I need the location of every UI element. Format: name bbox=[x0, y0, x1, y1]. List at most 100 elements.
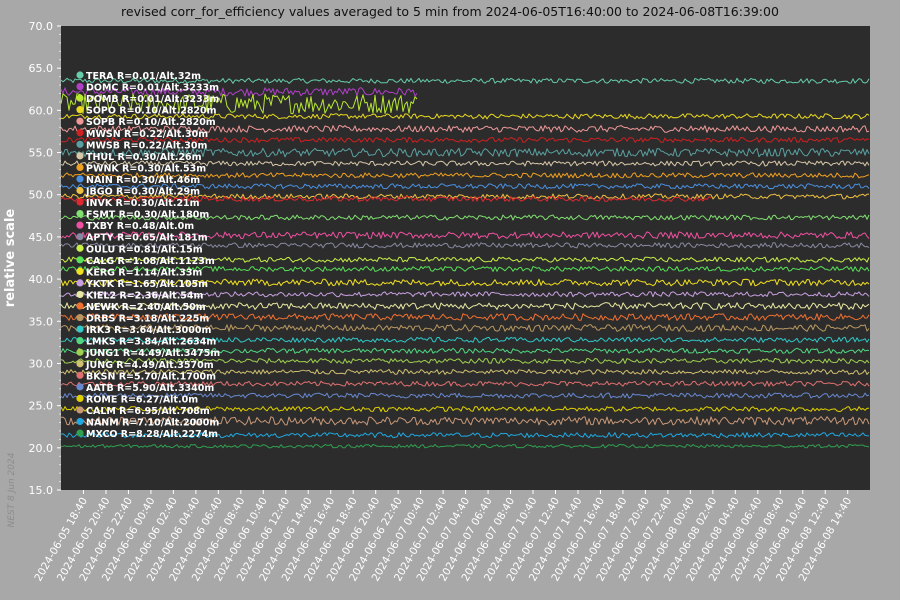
series-line bbox=[60, 231, 870, 240]
y-tick-label: 55.0 bbox=[29, 147, 54, 160]
legend-marker bbox=[76, 256, 84, 264]
y-tick-label: 30.0 bbox=[29, 357, 54, 370]
legend-marker bbox=[76, 210, 84, 218]
legend-marker bbox=[76, 71, 84, 79]
legend-entry: INVK R=0.30/Alt.21m bbox=[86, 198, 200, 209]
legend-marker bbox=[76, 371, 84, 379]
legend-entry: BKSN R=5.70/Alt.1700m bbox=[86, 371, 216, 382]
plot-area bbox=[61, 26, 870, 490]
legend-marker bbox=[76, 82, 84, 91]
series-line bbox=[60, 125, 870, 133]
series-line bbox=[60, 432, 870, 439]
legend-marker bbox=[76, 140, 84, 148]
legend-entry: NANM R=7.10/Alt.2000m bbox=[86, 418, 219, 429]
legend-entry: TERA R=0.01/Alt.32m bbox=[86, 71, 201, 82]
y-tick-label: 15.0 bbox=[29, 484, 54, 497]
y-tick-label: 20.0 bbox=[29, 442, 54, 455]
y-tick-label: 50.0 bbox=[29, 189, 54, 202]
legend-marker bbox=[76, 221, 84, 229]
series-line bbox=[60, 256, 870, 263]
legend-marker bbox=[76, 129, 84, 137]
series-line bbox=[60, 380, 870, 387]
legend-entry: TXBY R=0.48/Alt.0m bbox=[86, 221, 194, 232]
series-line bbox=[60, 336, 870, 343]
legend-entry: PWNK R=0.30/Alt.53m bbox=[86, 163, 206, 174]
y-tick-label: 25.0 bbox=[29, 400, 54, 413]
legend-marker bbox=[76, 406, 84, 414]
series-line bbox=[60, 136, 870, 143]
legend-entry: CALG R=1.08/Alt.1123m bbox=[86, 256, 215, 267]
legend-marker bbox=[76, 175, 84, 183]
legend-entry: MWSN R=0.22/Alt.30m bbox=[86, 129, 208, 140]
legend-marker bbox=[76, 348, 84, 356]
series-line bbox=[60, 266, 870, 272]
legend-entry: THUL R=0.30/Alt.26m bbox=[86, 152, 202, 163]
series-line bbox=[60, 291, 870, 298]
series-line bbox=[60, 195, 712, 202]
series-line bbox=[60, 444, 870, 449]
series-line bbox=[60, 368, 870, 375]
legend-entry: YKTK R=1.65/Alt.105m bbox=[85, 279, 208, 290]
legend-entry: KERG R=1.14/Alt.33m bbox=[86, 267, 202, 278]
series-line bbox=[60, 93, 418, 115]
legend-marker bbox=[76, 290, 84, 299]
y-tick-label: 65.0 bbox=[29, 62, 54, 75]
legend-entry: CALM R=6.95/Alt.708m bbox=[86, 406, 210, 417]
series-line bbox=[60, 242, 870, 249]
legend-marker bbox=[76, 337, 84, 345]
series-line bbox=[60, 392, 870, 399]
legend-entry: SOPB R=0.10/Alt.2820m bbox=[86, 117, 216, 128]
legend-entry: SOPO R=0.10/Alt.2820m bbox=[86, 106, 217, 117]
legend-entry: KIEL2 R=2.36/Alt.54m bbox=[86, 290, 204, 301]
legend-entry: NEWK R=2.40/Alt.50m bbox=[86, 302, 206, 313]
legend-marker bbox=[76, 233, 84, 241]
series-line bbox=[60, 406, 870, 412]
legend-entry: MWSB R=0.22/Alt.30m bbox=[86, 140, 207, 151]
series-line bbox=[60, 324, 870, 332]
legend-entry: MXCO R=8.28/Alt.2274m bbox=[86, 429, 218, 440]
legend-marker bbox=[76, 360, 84, 368]
legend-marker bbox=[76, 198, 84, 206]
series-line bbox=[60, 160, 870, 167]
legend-marker bbox=[76, 106, 84, 114]
legend-marker bbox=[76, 325, 84, 333]
legend-entry: APTY R=0.65/Alt.181m bbox=[86, 233, 208, 244]
legend-marker bbox=[76, 302, 84, 310]
legend-entry: JBGO R=0.30/Alt.29m bbox=[85, 187, 200, 198]
legend-entry: DOMB R=0.01/Alt.3233m bbox=[86, 94, 219, 105]
legend-marker bbox=[76, 279, 84, 287]
legend-marker bbox=[76, 163, 84, 171]
series-line bbox=[60, 183, 870, 190]
legend-marker bbox=[76, 267, 84, 275]
series-line bbox=[60, 87, 418, 97]
y-tick-label: 45.0 bbox=[29, 231, 54, 244]
y-axis-label: relative scale bbox=[3, 209, 18, 308]
legend-marker bbox=[76, 94, 84, 102]
series-line bbox=[60, 357, 870, 364]
legend-entry: JUNG1 R=4.49/Alt.3475m bbox=[85, 348, 220, 359]
legend-marker bbox=[76, 244, 84, 252]
y-tick-label: 60.0 bbox=[29, 104, 54, 117]
legend-marker bbox=[76, 417, 84, 426]
legend-entry: IRK3 R=3.64/Alt.3000m bbox=[86, 325, 212, 336]
series-line bbox=[60, 416, 870, 426]
series-line bbox=[60, 113, 870, 120]
y-tick-label: 70.0 bbox=[29, 20, 54, 33]
legend-marker bbox=[76, 117, 84, 125]
legend-entry: DOMC R=0.01/Alt.3233m bbox=[86, 83, 219, 94]
chart-title: revised corr_for_efficiency values avera… bbox=[121, 4, 779, 19]
legend-marker bbox=[76, 383, 84, 391]
legend-entry: FSMT R=0.30/Alt.180m bbox=[86, 210, 209, 221]
axis-ticks: 15.0 20.0 25.0 30.0 35.0 40.0 45.0 50.0 55.0 60.0… bbox=[29, 20, 849, 497]
series-line bbox=[60, 313, 870, 321]
y-tick-label: 35.0 bbox=[29, 315, 54, 328]
y-tick-label: 40.0 bbox=[29, 273, 54, 286]
series-lines bbox=[60, 77, 870, 449]
series-line bbox=[60, 193, 870, 200]
series-line bbox=[60, 77, 870, 84]
series-line bbox=[60, 302, 870, 310]
legend-entry: JUNG R=4.49/Alt.3570m bbox=[85, 360, 214, 371]
legend-marker bbox=[76, 313, 84, 322]
